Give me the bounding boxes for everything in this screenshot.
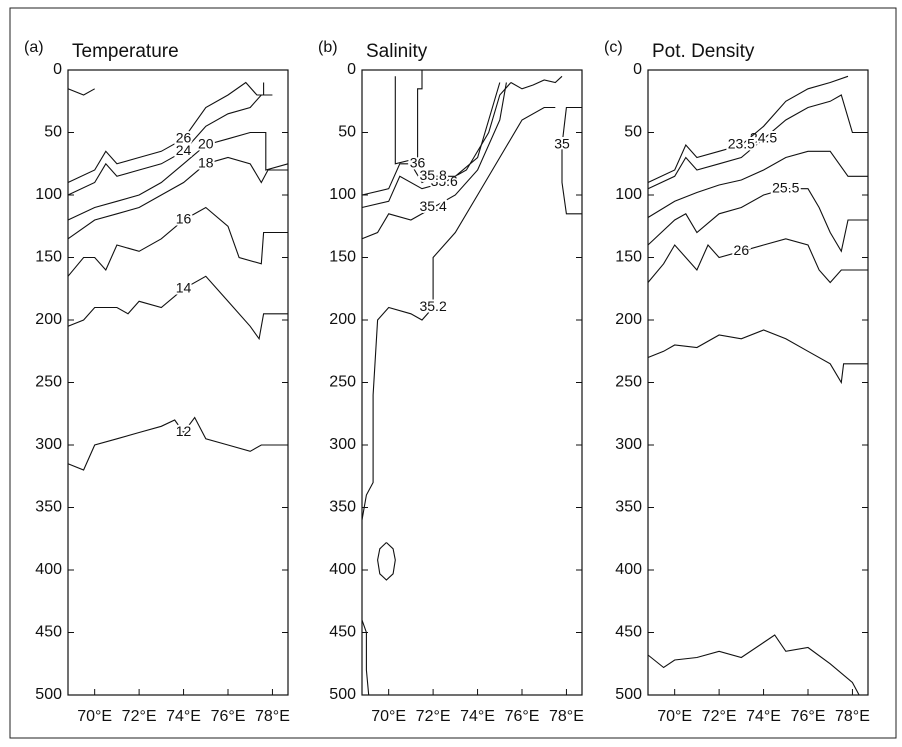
- panel-title: Pot. Density: [652, 41, 755, 62]
- y-tick-label: 200: [329, 311, 356, 328]
- panel-title: Salinity: [366, 41, 428, 62]
- contour-line: [510, 75, 563, 90]
- x-tick-label: 70°E: [657, 708, 692, 725]
- contour-line: [67, 416, 288, 471]
- contour-line: [394, 70, 423, 165]
- panel-title: Temperature: [72, 41, 179, 62]
- contour-label: 24: [176, 142, 192, 158]
- y-tick-label: 0: [53, 61, 62, 78]
- y-tick-label: 350: [35, 499, 62, 516]
- y-tick-label: 500: [329, 686, 356, 703]
- contour-line: [647, 75, 849, 183]
- contour-line: [647, 634, 860, 696]
- contour-line: [361, 82, 501, 196]
- x-tick-label: 78°E: [549, 708, 584, 725]
- y-tick-label: 250: [329, 374, 356, 391]
- contour-label: 16: [176, 211, 192, 227]
- y-tick-label: 250: [35, 374, 62, 391]
- contour-line: [361, 619, 370, 696]
- y-tick-label: 250: [615, 374, 642, 391]
- y-tick-label: 150: [329, 249, 356, 266]
- contour-label: 23.5: [728, 136, 755, 152]
- y-tick-label: 300: [35, 436, 62, 453]
- contour-line: [361, 82, 512, 209]
- panel-label: (c): [604, 39, 623, 56]
- contour-line: [647, 329, 868, 385]
- contour-line: [561, 106, 582, 215]
- y-tick-label: 400: [35, 561, 62, 578]
- y-tick-label: 50: [338, 124, 356, 141]
- y-tick-label: 300: [329, 436, 356, 453]
- contour-label: 20: [198, 136, 214, 152]
- panel-label: (b): [318, 39, 338, 56]
- contour-label: 35.4: [419, 198, 446, 214]
- y-tick-label: 50: [44, 124, 62, 141]
- x-tick-label: 70°E: [371, 708, 406, 725]
- y-tick-label: 200: [35, 311, 62, 328]
- plot-frame: [647, 69, 869, 696]
- y-tick-label: 50: [624, 124, 642, 141]
- y-tick-label: 0: [347, 61, 356, 78]
- contour-label: 12: [176, 423, 192, 439]
- y-tick-label: 150: [615, 249, 642, 266]
- contour-line: [67, 206, 288, 277]
- y-tick-label: 100: [329, 186, 356, 203]
- y-tick-label: 200: [615, 311, 642, 328]
- contour-line: [361, 106, 556, 521]
- y-tick-label: 300: [615, 436, 642, 453]
- contour-line: [647, 188, 868, 253]
- contour-line: [67, 156, 288, 240]
- plot-frame: [67, 69, 289, 696]
- contour-label: 26: [176, 129, 192, 145]
- y-tick-label: 400: [615, 561, 642, 578]
- x-tick-label: 74°E: [166, 708, 201, 725]
- contour-label: 25.5: [772, 179, 799, 195]
- x-tick-label: 76°E: [791, 708, 826, 725]
- contour-label: 36: [410, 154, 426, 170]
- x-tick-label: 72°E: [122, 708, 157, 725]
- contour-line: [67, 94, 273, 196]
- contour-label: 35.2: [419, 298, 446, 314]
- contour-label: 35: [554, 136, 570, 152]
- y-tick-label: 100: [615, 186, 642, 203]
- y-tick-label: 0: [633, 61, 642, 78]
- x-tick-label: 78°E: [255, 708, 290, 725]
- y-tick-label: 100: [35, 186, 62, 203]
- contour-line: [67, 81, 265, 183]
- x-tick-label: 74°E: [746, 708, 781, 725]
- contour-line: [67, 131, 289, 221]
- y-tick-label: 500: [35, 686, 62, 703]
- y-tick-label: 400: [329, 561, 356, 578]
- x-tick-label: 70°E: [77, 708, 112, 725]
- contour-label: 35.8: [419, 167, 446, 183]
- contour-line: [647, 150, 868, 218]
- y-tick-label: 150: [35, 249, 62, 266]
- x-tick-label: 72°E: [416, 708, 451, 725]
- x-tick-label: 74°E: [460, 708, 495, 725]
- y-tick-label: 450: [329, 624, 356, 641]
- contour-line: [67, 88, 95, 96]
- contour-label: 26: [734, 242, 750, 258]
- contour-label: 14: [176, 279, 192, 295]
- x-tick-label: 72°E: [702, 708, 737, 725]
- y-tick-label: 350: [615, 499, 642, 516]
- contour-line: [361, 82, 507, 240]
- y-tick-label: 500: [615, 686, 642, 703]
- x-tick-label: 76°E: [505, 708, 540, 725]
- contour-line: [67, 275, 288, 341]
- contour-line: [377, 542, 396, 581]
- contour-line: [647, 238, 868, 284]
- panel-label: (a): [24, 39, 44, 56]
- y-tick-label: 350: [329, 499, 356, 516]
- y-tick-label: 450: [615, 624, 642, 641]
- figure-border: [9, 7, 897, 739]
- x-tick-label: 76°E: [211, 708, 246, 725]
- y-tick-label: 450: [35, 624, 62, 641]
- contour-label: 18: [198, 154, 214, 170]
- contour-line: [647, 94, 868, 190]
- x-tick-label: 78°E: [835, 708, 870, 725]
